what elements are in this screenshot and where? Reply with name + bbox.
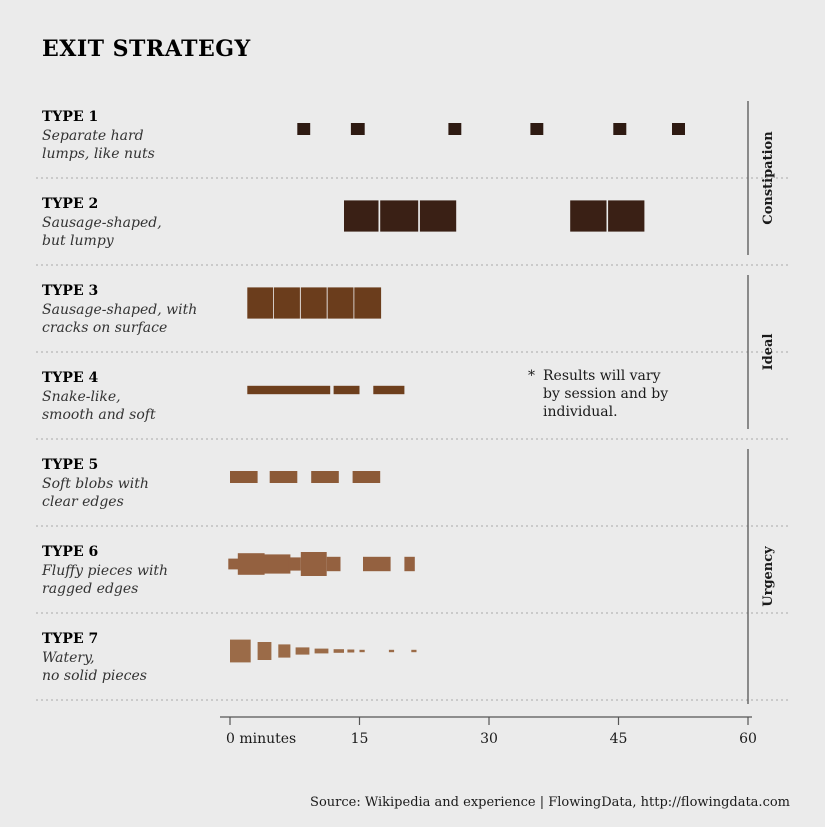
type-description: no solid pieces <box>42 668 147 684</box>
stool-piece <box>333 649 344 653</box>
group-label: Constipation <box>761 131 776 225</box>
stool-piece <box>530 123 544 135</box>
stool-piece <box>269 471 298 483</box>
type-description: Sausage-shaped, with <box>42 302 197 318</box>
stool-piece <box>448 123 462 135</box>
type-description: but lumpy <box>42 233 115 249</box>
tick-label: 60 <box>739 731 757 747</box>
results-note: * Results will vary by session and by in… <box>528 368 668 420</box>
stool-piece <box>347 649 355 653</box>
group-label: Urgency <box>761 546 776 607</box>
type-name: TYPE 7 <box>42 631 98 647</box>
type-description: Sausage-shaped, <box>42 215 162 231</box>
type-name: TYPE 2 <box>42 196 98 212</box>
type-description: cracks on surface <box>42 320 167 336</box>
group-urgency: Urgency <box>747 449 776 704</box>
stool-piece <box>327 287 354 319</box>
stool-piece <box>373 385 405 395</box>
group-ideal: Ideal <box>747 275 776 429</box>
note-line-1: Results will vary <box>543 368 661 384</box>
stool-piece <box>672 123 685 135</box>
stool-piece <box>230 471 258 483</box>
type-name: TYPE 4 <box>42 370 98 386</box>
stool-piece <box>326 556 341 572</box>
type-name: TYPE 1 <box>42 109 98 125</box>
tick-label: 15 <box>351 731 369 747</box>
stool-piece <box>300 552 327 576</box>
stool-piece <box>247 287 274 319</box>
type-description: Fluffy pieces with <box>41 563 168 579</box>
stool-piece <box>297 123 311 135</box>
group-constipation: Constipation <box>747 101 776 255</box>
type-description: ragged edges <box>42 581 138 597</box>
group-label: Ideal <box>761 334 776 371</box>
stool-piece <box>311 471 339 483</box>
type-name: TYPE 5 <box>42 457 98 473</box>
stool-piece <box>419 200 457 232</box>
stool-piece <box>352 471 381 483</box>
stool-piece <box>278 644 291 658</box>
type-description: Snake-like, <box>42 389 121 405</box>
stool-piece <box>247 385 331 395</box>
tick-label: 30 <box>480 731 498 747</box>
type-name: TYPE 6 <box>42 544 98 560</box>
type-name: TYPE 3 <box>42 283 98 299</box>
stool-piece <box>262 554 291 574</box>
type-description: lumps, like nuts <box>42 146 155 162</box>
type-row: TYPE 3 Sausage-shaped, with cracks on surf… <box>36 283 790 353</box>
type-row: TYPE 5 Soft blobs with clear edges <box>36 457 790 527</box>
stool-piece <box>608 200 645 232</box>
stool-piece <box>363 556 391 572</box>
stool-piece <box>314 648 329 654</box>
type-row: TYPE 4 Snake-like, smooth and soft <box>36 370 790 440</box>
note-asterisk: * <box>528 368 535 384</box>
type-row: TYPE 7 Watery, no solid pieces <box>36 631 790 701</box>
chart-title: EXIT STRATEGY <box>42 36 251 62</box>
type-description: Watery, <box>42 650 95 666</box>
tick-label: 45 <box>610 731 628 747</box>
stool-piece <box>230 639 251 663</box>
stool-piece <box>380 200 419 232</box>
stool-piece <box>295 647 310 655</box>
type-description: Separate hard <box>42 128 144 144</box>
stool-piece <box>344 200 379 232</box>
type-description: clear edges <box>42 494 124 510</box>
note-line-3: individual. <box>543 404 618 420</box>
stool-piece <box>404 556 415 572</box>
stool-piece <box>300 287 327 319</box>
x-axis: 0 minutes 15 30 45 60 <box>220 716 757 747</box>
stool-piece <box>354 287 382 319</box>
stool-piece <box>257 642 272 660</box>
stool-piece <box>237 553 265 575</box>
source-credit: Source: Wikipedia and experience | Flowi… <box>310 795 790 810</box>
group-brackets: Constipation Ideal Urgency <box>747 101 776 704</box>
stool-piece <box>388 649 395 653</box>
stool-piece <box>288 557 301 571</box>
type-row: TYPE 1 Separate hard lumps, like nuts <box>36 109 790 179</box>
stool-piece <box>228 558 239 570</box>
stool-piece <box>570 200 607 232</box>
stool-piece <box>274 287 300 319</box>
note-line-2: by session and by <box>543 386 668 402</box>
stool-piece <box>350 123 365 135</box>
type-row: TYPE 6 Fluffy pieces with ragged edges <box>36 544 790 614</box>
stool-piece <box>359 649 365 653</box>
stool-piece <box>333 385 360 395</box>
tick-label: 0 minutes <box>226 731 296 747</box>
stool-piece <box>613 123 627 135</box>
type-row: TYPE 2 Sausage-shaped, but lumpy <box>36 196 790 266</box>
type-description: smooth and soft <box>42 407 156 423</box>
stool-piece <box>411 649 417 653</box>
type-description: Soft blobs with <box>42 476 149 492</box>
